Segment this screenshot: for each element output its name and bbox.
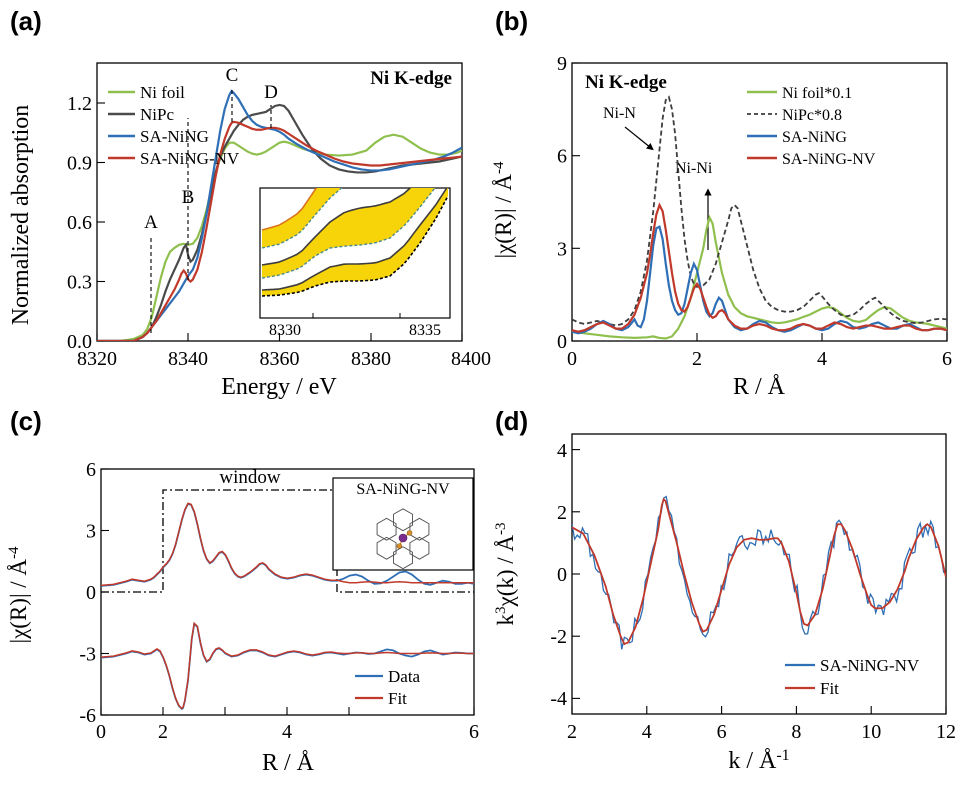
svg-text:k3χ(k) / Å-3: k3χ(k) / Å-3 <box>493 522 518 625</box>
svg-text:SA-NiNG-NV: SA-NiNG-NV <box>356 481 450 498</box>
svg-text:0.3: 0.3 <box>67 272 92 294</box>
svg-text:-4: -4 <box>550 688 567 710</box>
svg-text:0.9: 0.9 <box>67 153 92 175</box>
svg-text:Ni foil: Ni foil <box>140 83 185 102</box>
svg-text:2: 2 <box>557 502 567 524</box>
svg-text:8380: 8380 <box>351 348 391 370</box>
svg-text:NiPc*0.8: NiPc*0.8 <box>782 107 842 124</box>
svg-text:R / Å: R / Å <box>262 750 315 776</box>
svg-text:9: 9 <box>557 53 567 75</box>
svg-text:Ni-Ni: Ni-Ni <box>675 160 713 177</box>
svg-text:12: 12 <box>936 721 956 743</box>
svg-text:|χ(R)| / Å-4: |χ(R)| / Å-4 <box>6 546 31 644</box>
svg-text:Energy / eV: Energy / eV <box>221 374 337 400</box>
svg-text:8320: 8320 <box>77 348 117 370</box>
svg-text:6: 6 <box>717 721 727 743</box>
svg-text:0.6: 0.6 <box>67 212 92 234</box>
svg-text:SA-NiNG-NV: SA-NiNG-NV <box>140 149 240 168</box>
svg-text:4: 4 <box>817 348 827 370</box>
svg-text:Ni K-edge: Ni K-edge <box>585 72 667 93</box>
svg-text:Ni K-edge: Ni K-edge <box>370 68 452 89</box>
svg-text:A: A <box>144 212 158 233</box>
svg-text:-6: -6 <box>79 705 96 727</box>
svg-text:-2: -2 <box>550 626 567 648</box>
svg-text:-3: -3 <box>79 644 96 666</box>
svg-text:0: 0 <box>557 331 567 353</box>
svg-text:0: 0 <box>567 348 577 370</box>
svg-text:C: C <box>226 65 239 86</box>
svg-text:0: 0 <box>557 564 567 586</box>
svg-text:window: window <box>219 467 281 488</box>
svg-text:Data: Data <box>388 667 421 686</box>
svg-text:SA-NiNG-NV: SA-NiNG-NV <box>782 151 876 168</box>
svg-text:Ni-N: Ni-N <box>603 105 636 122</box>
svg-text:6: 6 <box>469 721 479 743</box>
svg-text:Fit: Fit <box>820 679 839 698</box>
svg-text:8335: 8335 <box>409 322 441 339</box>
svg-text:2: 2 <box>692 348 702 370</box>
svg-text:|χ(R)| / Å-4: |χ(R)| / Å-4 <box>491 161 516 259</box>
svg-text:4: 4 <box>282 721 292 743</box>
svg-text:3: 3 <box>86 521 96 543</box>
svg-text:D: D <box>264 82 278 103</box>
svg-text:2: 2 <box>567 721 577 743</box>
svg-text:6: 6 <box>557 146 567 168</box>
svg-text:B: B <box>182 187 195 208</box>
svg-text:3: 3 <box>557 238 567 260</box>
svg-text:Ni foil*0.1: Ni foil*0.1 <box>782 85 852 102</box>
svg-text:0: 0 <box>86 582 96 604</box>
svg-text:SA-NiNG: SA-NiNG <box>782 129 847 146</box>
svg-text:SA-NiNG: SA-NiNG <box>140 127 209 146</box>
svg-text:NiPc: NiPc <box>140 105 174 124</box>
svg-text:8: 8 <box>791 721 801 743</box>
svg-text:10: 10 <box>861 721 881 743</box>
svg-text:R / Å: R / Å <box>733 374 786 400</box>
svg-text:k / Å-1: k / Å-1 <box>728 747 789 775</box>
svg-text:8340: 8340 <box>168 348 208 370</box>
svg-text:2: 2 <box>158 721 168 743</box>
svg-text:1.2: 1.2 <box>67 93 92 115</box>
svg-text:0: 0 <box>96 721 106 743</box>
svg-text:8330: 8330 <box>269 322 301 339</box>
svg-text:6: 6 <box>942 348 952 370</box>
svg-text:6: 6 <box>86 459 96 481</box>
svg-text:Fit: Fit <box>388 689 407 708</box>
svg-text:4: 4 <box>557 440 567 462</box>
svg-text:8360: 8360 <box>260 348 300 370</box>
svg-text:Normalized absorption: Normalized absorption <box>8 105 34 326</box>
svg-text:4: 4 <box>642 721 652 743</box>
svg-text:SA-NiNG-NV: SA-NiNG-NV <box>820 656 920 675</box>
